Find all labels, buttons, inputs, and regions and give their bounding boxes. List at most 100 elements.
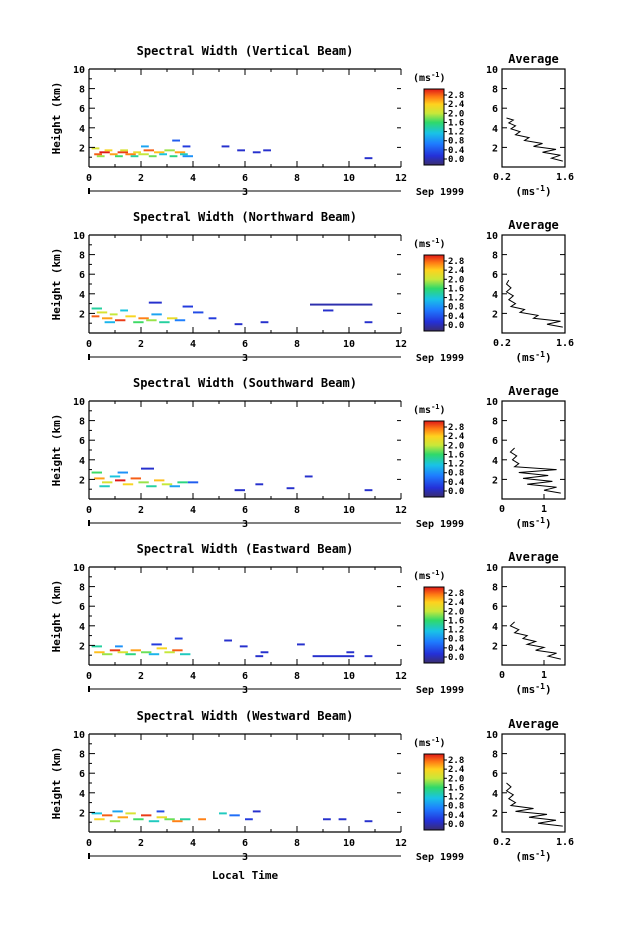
y-axis-label: Height (km) bbox=[50, 414, 63, 487]
colorbar-tick-label: 1.6 bbox=[448, 284, 464, 294]
colorbar-tick-label: 2.0 bbox=[448, 109, 464, 119]
colorbar-unit-label: (ms-1) bbox=[413, 403, 446, 416]
heatmap-cell bbox=[364, 321, 373, 324]
colorbar-tick-label: 1.2 bbox=[448, 793, 464, 803]
colorbar-tick-label: 0.8 bbox=[448, 137, 464, 147]
heatmap-cell bbox=[338, 818, 347, 821]
colorbar-tick-label: 2.8 bbox=[448, 91, 464, 101]
heatmap-cell bbox=[109, 313, 118, 316]
heatmap-cell bbox=[99, 151, 110, 154]
y-tick-label: 2 bbox=[79, 808, 85, 819]
day-label: 3 bbox=[242, 187, 248, 198]
heatmap-cell bbox=[120, 149, 128, 152]
x-tick-label: 10 bbox=[343, 838, 355, 849]
heatmap-cell bbox=[161, 483, 173, 486]
heatmap-cell bbox=[104, 149, 113, 152]
average-x-tick-label: 1.6 bbox=[556, 837, 574, 848]
heatmap-cell bbox=[122, 483, 134, 486]
heatmap-cell bbox=[180, 653, 191, 656]
y-tick-label: 10 bbox=[73, 563, 85, 574]
heatmap-cell bbox=[133, 151, 141, 154]
heatmap-cell bbox=[91, 315, 100, 318]
colorbar-tick-label: 0.0 bbox=[448, 487, 464, 497]
heatmap-cell bbox=[102, 814, 113, 817]
x-tick-label: 12 bbox=[395, 505, 407, 516]
colorbar-unit-label: (ms-1) bbox=[413, 736, 446, 749]
heatmap-cell bbox=[364, 655, 373, 658]
average-y-tick-label: 4 bbox=[492, 789, 498, 800]
y-tick-label: 4 bbox=[79, 456, 85, 467]
average-y-tick-label: 2 bbox=[492, 475, 498, 486]
heatmap-cell bbox=[182, 155, 193, 158]
average-x-label: (ms-1) bbox=[515, 682, 551, 696]
colorbar-tick-label: 2.0 bbox=[448, 774, 464, 784]
heatmap-cell bbox=[148, 820, 160, 823]
heatmap-cell bbox=[297, 643, 305, 646]
average-y-tick-label: 2 bbox=[492, 808, 498, 819]
average-y-tick-label: 4 bbox=[492, 124, 498, 135]
x-tick-label: 0 bbox=[86, 173, 92, 184]
average-x-label: (ms-1) bbox=[515, 849, 551, 863]
average-frame bbox=[501, 234, 566, 334]
colorbar-tick-label: 1.2 bbox=[448, 128, 464, 138]
panel-2: Spectral Width (Northward Beam) 2 4 6 8 10 0 2 4… bbox=[50, 210, 574, 364]
day-label: 3 bbox=[242, 353, 248, 364]
x-tick-label: 2 bbox=[138, 173, 144, 184]
colorbar-tick-label: 0.0 bbox=[448, 820, 464, 830]
heatmap-cell bbox=[117, 151, 128, 154]
heatmap-cell bbox=[234, 323, 243, 326]
panel-5: Spectral Width (Westward Beam) 2 4 6 8 10 0 2 4 6… bbox=[50, 709, 574, 863]
colorbar-tick-label: 2.8 bbox=[448, 423, 464, 433]
heatmap-cell bbox=[133, 321, 144, 324]
heatmap-cell bbox=[151, 643, 162, 646]
average-y-tick-label: 10 bbox=[486, 231, 498, 242]
panel-title: Spectral Width (Southward Beam) bbox=[133, 376, 357, 390]
x-tick-label: 4 bbox=[190, 339, 196, 350]
heatmap-cell bbox=[154, 479, 165, 482]
average-y-tick-label: 8 bbox=[492, 85, 498, 96]
average-x-tick-label: 0 bbox=[499, 504, 505, 515]
date-label: Sep 1999 bbox=[416, 519, 464, 530]
x-tick-label: 10 bbox=[343, 505, 355, 516]
y-tick-label: 2 bbox=[79, 641, 85, 652]
heatmap-cell bbox=[94, 651, 105, 654]
date-label: Sep 1999 bbox=[416, 187, 464, 198]
y-tick-label: 2 bbox=[79, 143, 85, 154]
x-tick-label: 8 bbox=[294, 173, 300, 184]
heatmap-cell bbox=[177, 481, 188, 484]
y-tick-label: 10 bbox=[73, 231, 85, 242]
heatmap-cell bbox=[172, 139, 180, 142]
average-y-tick-label: 6 bbox=[492, 104, 498, 115]
heatmap-cell bbox=[174, 637, 183, 640]
date-label: Sep 1999 bbox=[416, 685, 464, 696]
heatmap-cell bbox=[180, 818, 191, 821]
colorbar-tick-label: 2.0 bbox=[448, 275, 464, 285]
average-title: Average bbox=[508, 384, 559, 398]
heatmap-cell bbox=[96, 311, 108, 314]
panel-title: Spectral Width (Northward Beam) bbox=[133, 210, 357, 224]
average-y-tick-label: 10 bbox=[486, 397, 498, 408]
average-x-label: (ms-1) bbox=[515, 516, 551, 530]
heatmap-cell bbox=[117, 816, 128, 819]
x-tick-label: 0 bbox=[86, 339, 92, 350]
heatmap-cell bbox=[237, 149, 245, 152]
heatmap-cell bbox=[169, 155, 178, 158]
colorbar-tick-label: 1.6 bbox=[448, 616, 464, 626]
heatmap-cell bbox=[255, 483, 264, 486]
heatmap-cell bbox=[146, 485, 157, 488]
x-tick-label: 8 bbox=[294, 838, 300, 849]
x-tick-label: 12 bbox=[395, 173, 407, 184]
colorbar-unit-label: (ms-1) bbox=[413, 237, 446, 250]
average-y-tick-label: 4 bbox=[492, 622, 498, 633]
colorbar-tick-label: 0.4 bbox=[448, 478, 465, 488]
heatmap-cell bbox=[234, 489, 245, 492]
date-label: Sep 1999 bbox=[416, 353, 464, 364]
heatmap-cell bbox=[109, 649, 121, 652]
average-title: Average bbox=[508, 550, 559, 564]
average-y-tick-label: 2 bbox=[492, 309, 498, 320]
y-tick-label: 10 bbox=[73, 397, 85, 408]
heatmap-cell bbox=[221, 145, 230, 148]
y-axis-label: Height (km) bbox=[50, 82, 63, 155]
average-y-tick-label: 8 bbox=[492, 417, 498, 428]
average-x-tick-label: 1 bbox=[541, 504, 547, 515]
